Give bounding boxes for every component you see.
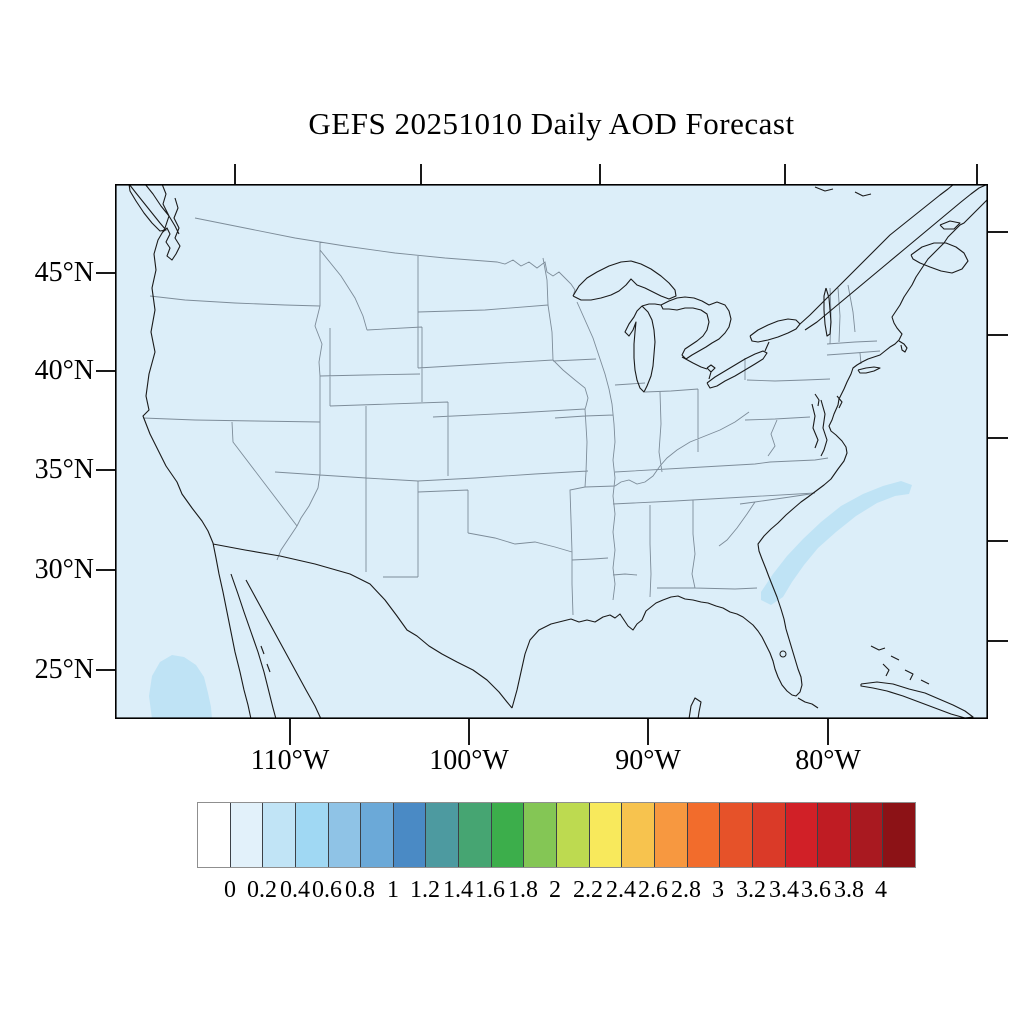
- lat-tick: [96, 469, 115, 471]
- lon-tick: [647, 719, 649, 745]
- lon-label-90w: 90°W: [615, 745, 681, 776]
- colorbar-tick-label: 0.6: [312, 877, 342, 903]
- lon-label-110w: 110°W: [250, 745, 330, 776]
- colorbar-tick-label: 1.2: [410, 877, 440, 903]
- colorbar-tick-label: 3.6: [801, 877, 831, 903]
- colorbar-tick-label: 3.4: [769, 877, 799, 903]
- lon-tick: [599, 164, 601, 184]
- colorbar-tick-label: 0: [224, 877, 236, 903]
- lat-label-30n: 30°N: [34, 554, 94, 585]
- lon-label-80w: 80°W: [795, 745, 861, 776]
- colorbar-cell: [785, 803, 819, 867]
- lon-tick: [234, 164, 236, 184]
- colorbar-cell: [850, 803, 884, 867]
- lat-label-40n: 40°N: [34, 355, 94, 386]
- lon-tick: [784, 164, 786, 184]
- lat-label-45n: 45°N: [34, 257, 94, 288]
- lon-tick: [420, 164, 422, 184]
- lat-label-35n: 35°N: [34, 454, 94, 485]
- colorbar-cell: [687, 803, 721, 867]
- lake-okeechobee: [779, 650, 787, 658]
- state-borders: [142, 217, 881, 616]
- lon-tick: [827, 719, 829, 745]
- map-svg: [115, 184, 988, 719]
- colorbar-tick-label: 2.4: [606, 877, 636, 903]
- colorbar-cell: [883, 803, 916, 867]
- aod-patch-southeast: [761, 481, 912, 605]
- colorbar-tick-label: 2.6: [638, 877, 668, 903]
- lat-tick: [96, 272, 115, 274]
- aod-patch-baja: [149, 655, 212, 719]
- colorbar-cell: [654, 803, 688, 867]
- lon-label-100w: 100°W: [429, 745, 509, 776]
- lat-tick: [96, 370, 115, 372]
- colorbar-tick-label: 2: [549, 877, 561, 903]
- plot-title: GEFS 20251010 Daily AOD Forecast: [308, 106, 795, 141]
- lat-tick: [988, 437, 1008, 439]
- colorbar-cell: [393, 803, 427, 867]
- us-coastline: [128, 184, 988, 719]
- colorbar-tick-label: 0.2: [247, 877, 277, 903]
- lon-tick: [289, 719, 291, 745]
- colorbar-tick-label: 3.2: [736, 877, 766, 903]
- colorbar-cell: [263, 803, 296, 867]
- lat-tick: [988, 334, 1008, 336]
- colorbar-cell: [491, 803, 525, 867]
- colorbar-tick-label: 1.8: [508, 877, 538, 903]
- lon-tick: [468, 719, 470, 745]
- colorbar-cell: [589, 803, 623, 867]
- colorbar-cell: [720, 803, 753, 867]
- map-background: [115, 184, 988, 719]
- lat-tick: [988, 231, 1008, 233]
- colorbar-cell: [198, 803, 231, 867]
- colorbar-cell: [818, 803, 851, 867]
- colorbar-tick-label: 2.8: [671, 877, 701, 903]
- lat-tick: [96, 669, 115, 671]
- colorbar-tick-label: 4: [875, 877, 887, 903]
- colorbar: [197, 802, 916, 868]
- colorbar-cell: [622, 803, 655, 867]
- colorbar-cell: [524, 803, 558, 867]
- colorbar-tick-label: 3.8: [834, 877, 864, 903]
- lat-tick: [988, 540, 1008, 542]
- colorbar-cell: [328, 803, 362, 867]
- colorbar-tick-label: 1.4: [443, 877, 473, 903]
- lat-tick: [988, 640, 1008, 642]
- lat-label-25n: 25°N: [34, 654, 94, 685]
- great-lakes: [572, 260, 832, 393]
- colorbar-tick-label: 0.8: [345, 877, 375, 903]
- colorbar-tick-label: 2.2: [573, 877, 603, 903]
- colorbar-cell: [295, 803, 329, 867]
- lat-tick: [96, 569, 115, 571]
- colorbar-cell: [557, 803, 590, 867]
- colorbar-tick-label: 0.4: [280, 877, 310, 903]
- colorbar-cell: [230, 803, 264, 867]
- colorbar-cell: [459, 803, 492, 867]
- map-frame: [115, 184, 988, 719]
- colorbar-tick-label: 3: [712, 877, 724, 903]
- colorbar-cell: [752, 803, 786, 867]
- lon-tick: [976, 164, 978, 184]
- colorbar-tick-label: 1.6: [475, 877, 505, 903]
- colorbar-cell: [426, 803, 460, 867]
- colorbar-tick-label: 1: [387, 877, 399, 903]
- colorbar-cell: [361, 803, 394, 867]
- forecast-map: [115, 184, 988, 719]
